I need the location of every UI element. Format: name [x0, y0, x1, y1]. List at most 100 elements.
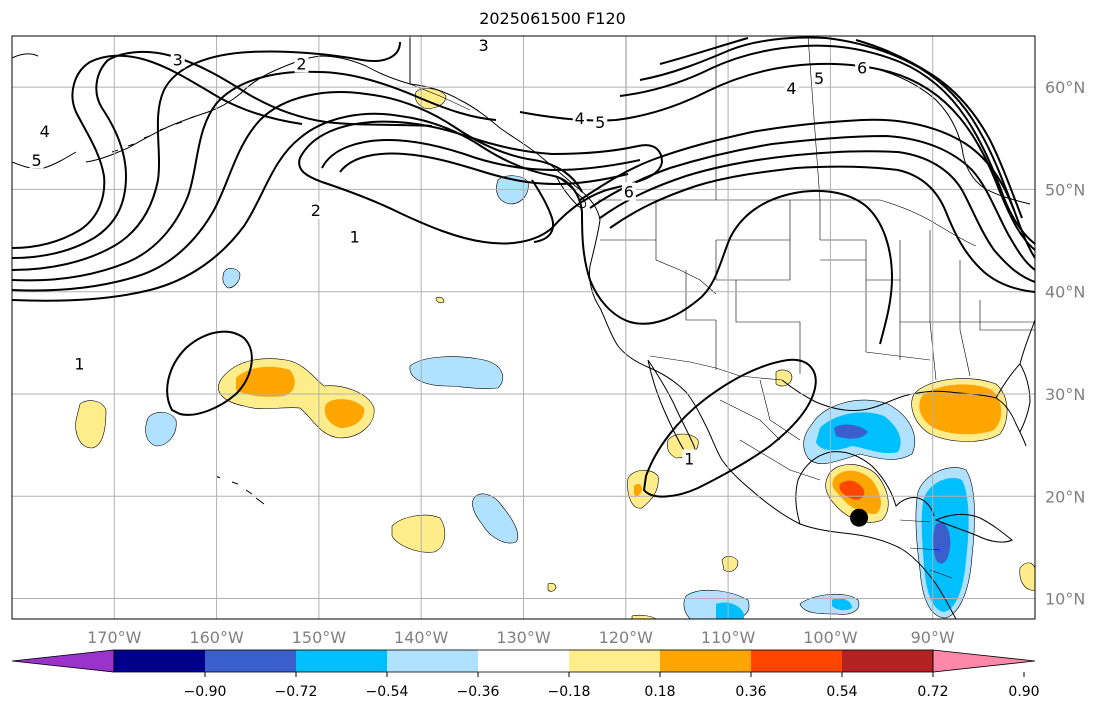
contour-label-background	[37, 122, 52, 141]
negative-anomaly-area	[472, 493, 519, 544]
contour-label: 6	[857, 59, 867, 78]
negative-anomaly-core	[832, 598, 852, 611]
contour-label: 3	[479, 36, 489, 55]
contour-label-background	[784, 79, 799, 98]
contour-line	[249, 41, 401, 62]
contour-line	[519, 63, 1035, 251]
contour-line	[589, 134, 1035, 271]
contour-label-background	[72, 354, 87, 373]
contour-line	[619, 44, 1035, 245]
latitude-tick-labels: 10°N 20°N 30°N 40°N 50°N 60°N	[1045, 78, 1085, 608]
alaska-canada-border	[409, 36, 471, 111]
contour-label-background	[29, 150, 44, 169]
colorbar-tick-label: −0.90	[184, 684, 227, 700]
longitude-tick-labels: 170°W 160°W 150°W 140°W 130°W 120°W 110°W 100°W…	[87, 628, 955, 647]
contour-label-background	[572, 108, 587, 127]
longitude-tick-label: 150°W	[292, 628, 347, 647]
contour-line	[599, 150, 1035, 283]
positive-anomaly-core	[236, 366, 295, 397]
gulf-of-mexico-coastline	[781, 379, 1027, 447]
colorbar-segment	[296, 650, 388, 672]
latitude-tick-label: 20°N	[1045, 487, 1085, 506]
contour-label-background	[855, 58, 870, 77]
colorbar-segment	[660, 650, 752, 672]
colorbar-tick-label: −0.36	[457, 684, 500, 700]
contour-label-background	[621, 182, 636, 201]
positive-anomaly-area	[1019, 562, 1035, 591]
contour-label-background	[682, 449, 697, 468]
longitude-tick-label: 160°W	[189, 628, 244, 647]
contour-line	[12, 112, 894, 345]
east-coast	[1019, 319, 1035, 365]
negative-anomaly-area	[222, 268, 241, 289]
longitude-tick-label: 130°W	[496, 628, 551, 647]
map-title: 2025061500 F120	[479, 9, 626, 28]
mexico-state-borders	[719, 379, 821, 481]
contour-label: 2	[311, 201, 321, 220]
longitude-tick-label: 100°W	[803, 628, 858, 647]
central-america-borders	[899, 519, 953, 579]
contour-label: 5	[31, 151, 41, 170]
map-frame	[11, 35, 1036, 620]
positive-anomaly-area	[391, 514, 446, 553]
contour-lines	[12, 36, 1035, 498]
contour-line	[12, 70, 319, 282]
colorbar-segment	[751, 650, 843, 672]
positive-anomaly-area	[547, 582, 557, 592]
contour-line	[166, 330, 253, 416]
cuba-coastline	[934, 513, 1013, 543]
contour-label-background	[294, 54, 309, 73]
contour-line	[12, 50, 173, 259]
positive-anomaly-area	[435, 296, 445, 304]
colorbar-segment	[205, 650, 297, 672]
latitude-tick-label: 60°N	[1045, 78, 1085, 97]
positive-anomaly-area	[627, 469, 659, 509]
colorbar-tick-label: 0.18	[644, 684, 675, 700]
contour-label: 2	[296, 55, 306, 74]
florida-coastline	[995, 363, 1031, 433]
longitude-tick-label: 90°W	[911, 628, 955, 647]
contour-label: 1	[684, 449, 694, 468]
contour-label-background	[476, 36, 491, 55]
colorbar-segment	[569, 650, 661, 672]
contour-line	[639, 36, 1015, 211]
longitude-tick-label: 120°W	[599, 628, 654, 647]
contour-line	[339, 152, 629, 186]
contour-line	[659, 37, 1023, 219]
negative-anomaly-core	[834, 424, 868, 439]
colorbar-tick-label: −0.54	[366, 684, 409, 700]
positive-anomaly-core	[634, 483, 642, 497]
contour-label: 3	[173, 51, 183, 70]
colorbar-segment	[842, 650, 934, 672]
latitude-tick-label: 50°N	[1045, 180, 1085, 199]
colorbar-tick-label: −0.72	[275, 684, 318, 700]
political-borders	[409, 36, 1035, 579]
contour-label: 6	[624, 182, 634, 201]
positive-anomaly-core	[919, 384, 1002, 435]
longitude-tick-label: 170°W	[87, 628, 142, 647]
colorbar-low-extend	[11, 649, 115, 673]
contour-line	[642, 358, 817, 498]
graticule	[12, 36, 1035, 619]
negative-anomaly-core	[933, 522, 951, 564]
contour-label: 4	[575, 109, 585, 128]
contour-label: 1	[74, 354, 84, 373]
contour-line	[609, 165, 1035, 293]
positive-anomaly-core	[839, 480, 865, 500]
colorbar-segment	[478, 650, 570, 672]
negative-anomaly-area	[409, 356, 504, 389]
alaska-coastline	[85, 55, 411, 163]
contour-line	[531, 179, 554, 243]
colorbar-tick-label: −0.18	[548, 684, 591, 700]
contour-line	[12, 91, 583, 292]
colorbar-tick-label: 0.54	[826, 684, 857, 700]
aleutian-islands	[111, 115, 197, 153]
positive-anomaly-area	[631, 614, 657, 619]
colorbar-tick-label: 0.72	[917, 684, 948, 700]
negative-anomaly-core	[716, 602, 744, 619]
us-canada-border	[598, 199, 977, 247]
siberia-coastline	[12, 53, 77, 169]
